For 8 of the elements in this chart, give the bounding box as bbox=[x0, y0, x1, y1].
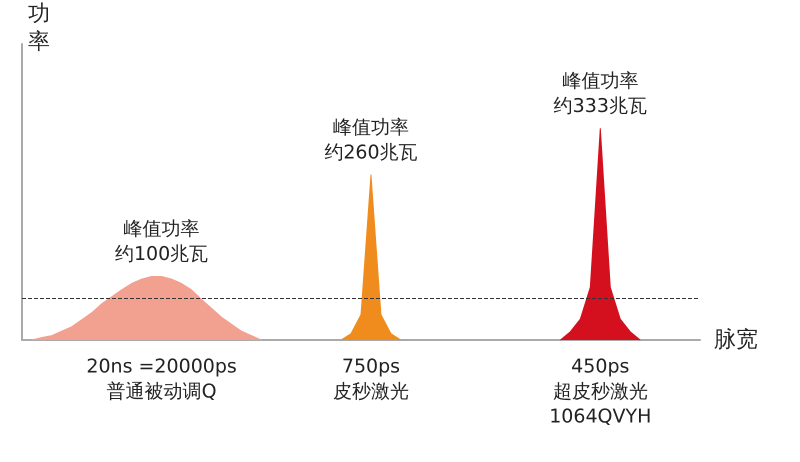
data-label: 峰值功率约100兆瓦 bbox=[114, 218, 208, 266]
x-axis-title: 脉宽 bbox=[714, 328, 758, 352]
x-tick-label: 450ps 超皮秒激光 1064QVYH bbox=[549, 356, 652, 428]
data-label: 峰值功率约260兆瓦 bbox=[324, 116, 418, 164]
y-axis-title: 功率 bbox=[28, 2, 50, 54]
data-label: 峰值功率约333兆瓦 bbox=[554, 70, 647, 118]
x-tick-label: 20ns =20000ps 普通被动调Q bbox=[86, 356, 237, 402]
x-tick-label: 750ps 皮秒激光 bbox=[332, 356, 409, 402]
